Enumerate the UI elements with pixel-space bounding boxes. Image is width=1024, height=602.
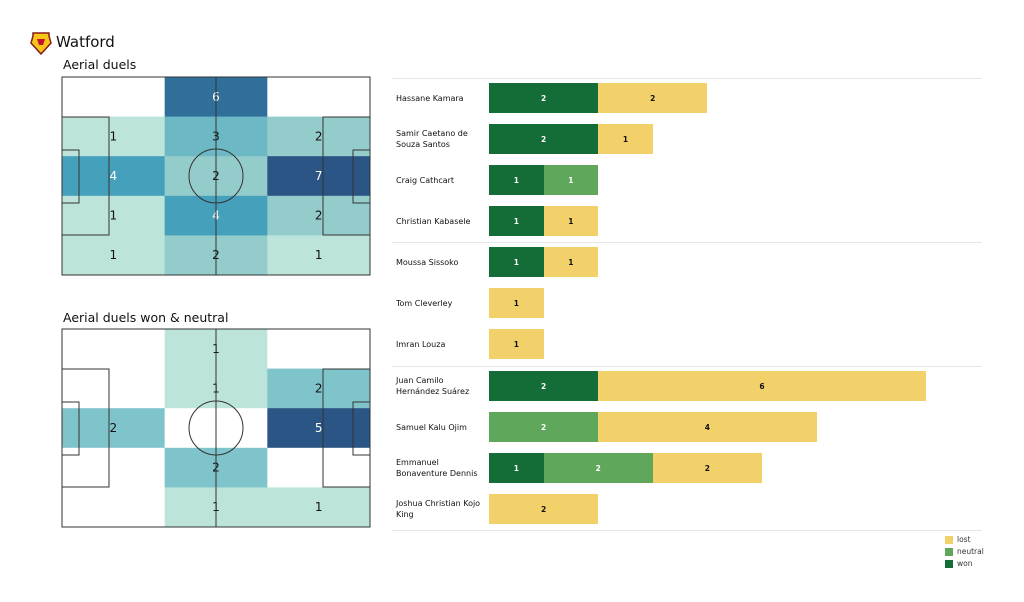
bar-segment-neutral: 2 xyxy=(489,412,599,442)
bar-segment-neutral: 2 xyxy=(543,453,653,483)
bar-segment-lost: 1 xyxy=(598,124,653,154)
bar-segment-lost: 2 xyxy=(489,494,599,524)
player-name: Moussa Sissoko xyxy=(396,257,459,267)
bar-segment-lost: 6 xyxy=(598,371,926,401)
heatmap-cell-value: 2 xyxy=(315,381,323,395)
heatmap-cell-value: 1 xyxy=(110,248,118,262)
heatmap-cell xyxy=(267,447,371,488)
heatmap-cell-value: 1 xyxy=(110,209,118,223)
heatmap-cell xyxy=(267,77,371,118)
bar-segment-lost: 1 xyxy=(543,206,599,236)
player-name: Imran Louza xyxy=(396,339,446,349)
bar-segment-lost: 1 xyxy=(489,329,544,359)
player-name: Hassane Kamara xyxy=(396,93,464,103)
bar-segment-lost: 1 xyxy=(489,288,544,318)
bar-segment-won: 1 xyxy=(489,165,544,195)
player-name: Samuel Kalu Ojim xyxy=(396,422,467,432)
heatmap-cell-value: 1 xyxy=(315,500,323,514)
group-divider xyxy=(392,78,982,79)
bar-segment-lost: 1 xyxy=(543,247,599,277)
heatmap-cell xyxy=(267,235,371,276)
player-name: Tom Cleverley xyxy=(396,298,453,308)
legend-neutral: neutral xyxy=(945,547,984,556)
heatmap-cell-value: 2 xyxy=(315,209,323,223)
heatmap-cell xyxy=(62,368,166,409)
bar-segment-won: 2 xyxy=(489,124,599,154)
pitch-title-aerial-duels: Aerial duels xyxy=(63,57,137,72)
player-name: Craig Cathcart xyxy=(396,175,455,185)
bar-segment-won: 2 xyxy=(489,371,599,401)
heatmap-cell xyxy=(62,487,166,528)
heatmap-cell-value: 5 xyxy=(315,421,323,435)
heatmap-cell xyxy=(62,235,166,276)
watford-logo xyxy=(30,32,52,55)
legend-lost: lost xyxy=(945,535,971,544)
heatmap-cell-value: 2 xyxy=(110,421,118,435)
pitch-heatmap-won-neutral: 11 22 521 1 xyxy=(61,328,371,528)
bar-segment-won: 1 xyxy=(489,453,544,483)
player-name: Joshua Christian Kojo King xyxy=(396,499,481,519)
heatmap-cell-value: 7 xyxy=(315,169,323,183)
heatmap-cell xyxy=(267,329,371,370)
heatmap-cell-value: 1 xyxy=(315,248,323,262)
player-name: Samir Caetano de Souza Santos xyxy=(396,129,468,149)
bar-segment-lost: 2 xyxy=(598,83,708,113)
heatmap-cell xyxy=(62,447,166,488)
legend-won: won xyxy=(945,559,972,568)
bar-segment-won: 1 xyxy=(489,206,544,236)
heatmap-cell-value: 2 xyxy=(315,129,323,143)
heatmap-cell xyxy=(267,487,371,528)
player-name: Christian Kabasele xyxy=(396,216,471,226)
bar-segment-lost: 2 xyxy=(652,453,762,483)
group-divider xyxy=(392,242,982,243)
heatmap-cell-value: 1 xyxy=(110,129,118,143)
pitch-title-won-neutral: Aerial duels won & neutral xyxy=(63,310,229,325)
group-divider xyxy=(392,366,982,367)
bar-segment-won: 1 xyxy=(489,247,544,277)
team-name: Watford xyxy=(56,33,115,51)
bar-segment-neutral: 1 xyxy=(543,165,599,195)
player-name: Juan Camilo Hernández Suárez xyxy=(396,376,470,396)
heatmap-cell xyxy=(62,329,166,370)
heatmap-cell xyxy=(62,77,166,118)
bar-segment-won: 2 xyxy=(489,83,599,113)
bar-segment-lost: 4 xyxy=(598,412,817,442)
group-divider xyxy=(392,530,982,531)
pitch-heatmap-aerial-duels: 61 3 24 2 71 4 21 2 1 xyxy=(61,76,371,276)
heatmap-cell-value: 4 xyxy=(110,169,118,183)
player-name: Emmanuel Bonaventure Dennis xyxy=(396,458,478,478)
